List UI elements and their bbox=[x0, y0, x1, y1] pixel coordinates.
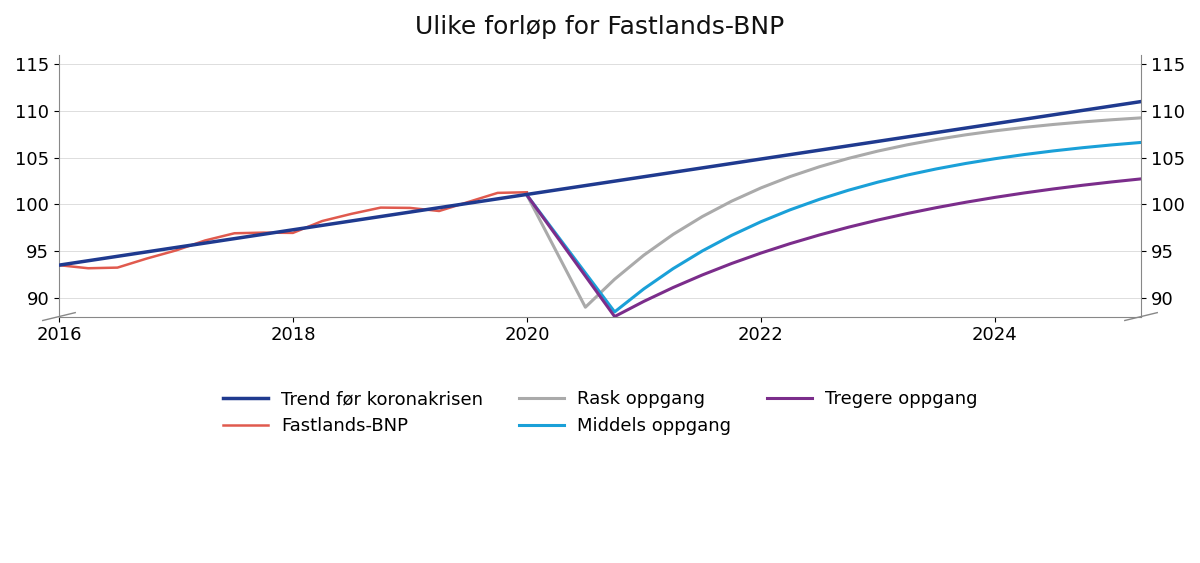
Title: Ulike forløp for Fastlands-BNP: Ulike forløp for Fastlands-BNP bbox=[415, 15, 785, 39]
Legend: Trend før koronakrisen, Fastlands-BNP, Rask oppgang, Middels oppgang, Tregere op: Trend før koronakrisen, Fastlands-BNP, R… bbox=[216, 383, 984, 443]
